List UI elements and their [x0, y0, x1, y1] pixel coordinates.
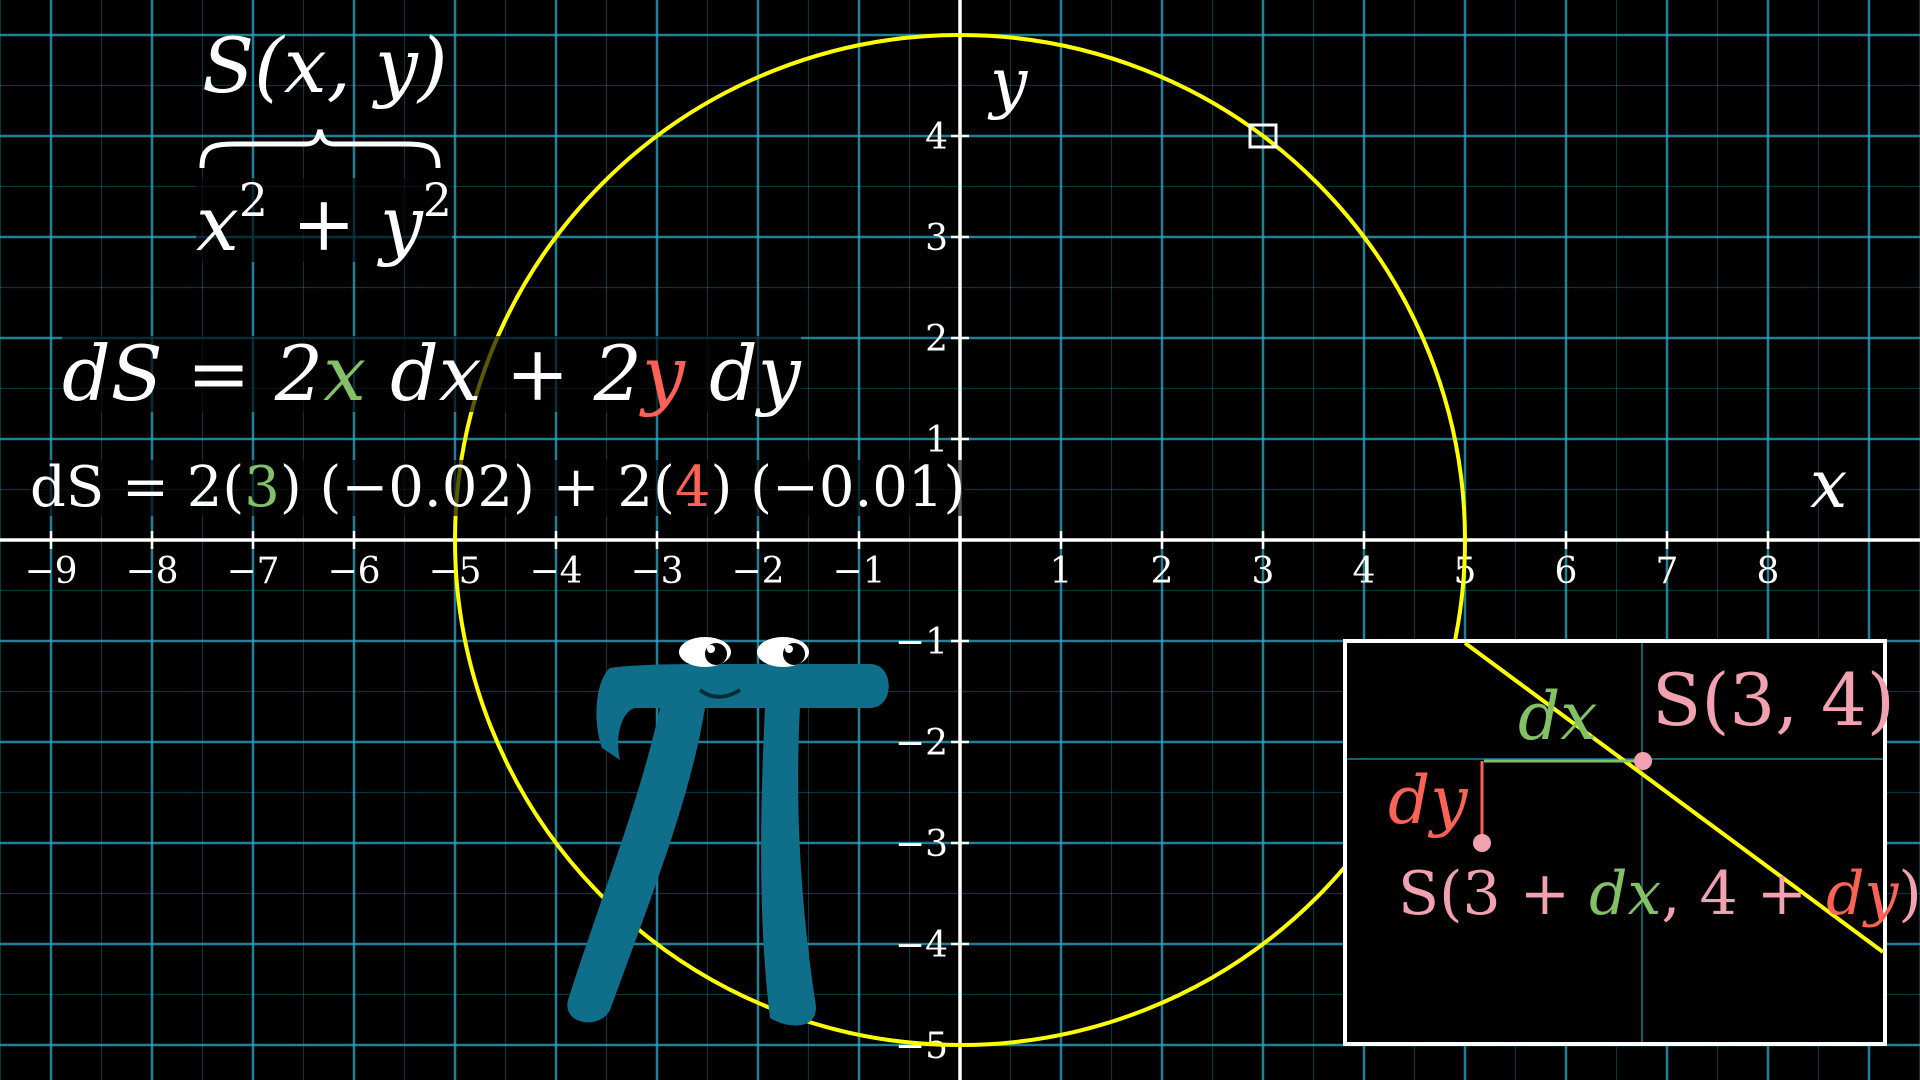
sum-x: x	[196, 179, 239, 269]
pi-creature	[567, 637, 889, 1026]
pi-creature-glint-right	[785, 645, 793, 653]
y-tick-label: −2	[895, 723, 948, 764]
point-label-s34: S(3, 4)	[1652, 658, 1895, 742]
ds-end: dy	[684, 329, 801, 418]
x-tick-label: −6	[327, 551, 380, 592]
point-moved	[1473, 834, 1491, 852]
num-end: ) (−0.01)	[710, 455, 966, 520]
num-lhs: dS = 2(	[30, 455, 245, 520]
dy-label: dy	[1388, 762, 1468, 839]
x-tick-label: 4	[1353, 551, 1376, 592]
inset-tangent-line	[1463, 641, 1885, 954]
x-tick-label: −8	[125, 551, 178, 592]
zoom-inset	[1343, 639, 1887, 1046]
pi-creature-mouth	[698, 688, 742, 699]
zoom-inset-frame	[1343, 639, 1887, 1046]
sum-exp-2: 2	[422, 174, 452, 227]
ds-lhs: dS = 2	[62, 329, 324, 418]
pi-creature-body	[567, 664, 889, 1026]
y-tick-label: −1	[895, 622, 948, 663]
y-tick-label: 4	[925, 117, 948, 158]
y-tick-label: 3	[925, 218, 948, 259]
x-tick-label: −1	[832, 551, 885, 592]
brace-path	[199, 129, 441, 169]
pi-creature-glint-left	[707, 645, 715, 653]
x-tick-label: 1	[1050, 551, 1073, 592]
dx-label: dx	[1518, 678, 1598, 755]
brace	[199, 129, 441, 169]
sum-plus: +	[267, 179, 380, 269]
x-tick-label: 6	[1555, 551, 1578, 592]
y-tick-label: 1	[925, 420, 948, 461]
ds-numeric-equation: dS = 2(3) (−0.02) + 2(4) (−0.01)	[30, 460, 966, 516]
highlight-box	[1248, 123, 1278, 149]
moved-dx: dx	[1589, 859, 1662, 929]
x-tick-label: 8	[1757, 551, 1780, 592]
x-tick-label: 7	[1656, 551, 1679, 592]
num-mid: ) (−0.02) + 2(	[279, 455, 675, 520]
moved-dy: dy	[1826, 859, 1899, 929]
ds-equation: dS = 2x dx + 2y dy	[62, 336, 801, 412]
ds-x: x	[323, 329, 366, 418]
num-3: 3	[244, 455, 280, 520]
y-tick-label: −4	[895, 925, 948, 966]
sum-y: y	[379, 179, 423, 269]
num-4: 4	[674, 455, 711, 520]
y-tick-label: −3	[895, 824, 948, 865]
y-tick-label: 2	[925, 319, 948, 360]
s-function: S(x, y)	[202, 21, 448, 110]
sum-of-squares: x2 + y2	[196, 178, 452, 263]
moved-point-label: S(3 + dx, 4 + dy)	[1398, 864, 1920, 924]
x-tick-label: −7	[226, 551, 279, 592]
moved-a: S(3 +	[1398, 859, 1590, 929]
x-tick-label: 2	[1151, 551, 1174, 592]
x-axis-label: x	[1810, 446, 1848, 523]
moved-b: , 4 +	[1661, 859, 1827, 929]
ds-y: y	[641, 329, 685, 418]
y-axis-label: y	[990, 44, 1028, 121]
x-tick-label: −3	[630, 551, 683, 592]
ds-mid: dx + 2	[365, 329, 642, 418]
x-tick-label: −4	[529, 551, 582, 592]
sum-exp-1: 2	[238, 174, 268, 227]
x-tick-label: −2	[731, 551, 784, 592]
level-circle	[453, 33, 1467, 1047]
x-tick-label: 3	[1252, 551, 1275, 592]
moved-c: )	[1898, 859, 1920, 929]
x-tick-label: −9	[24, 551, 77, 592]
point-s34	[1634, 752, 1652, 770]
